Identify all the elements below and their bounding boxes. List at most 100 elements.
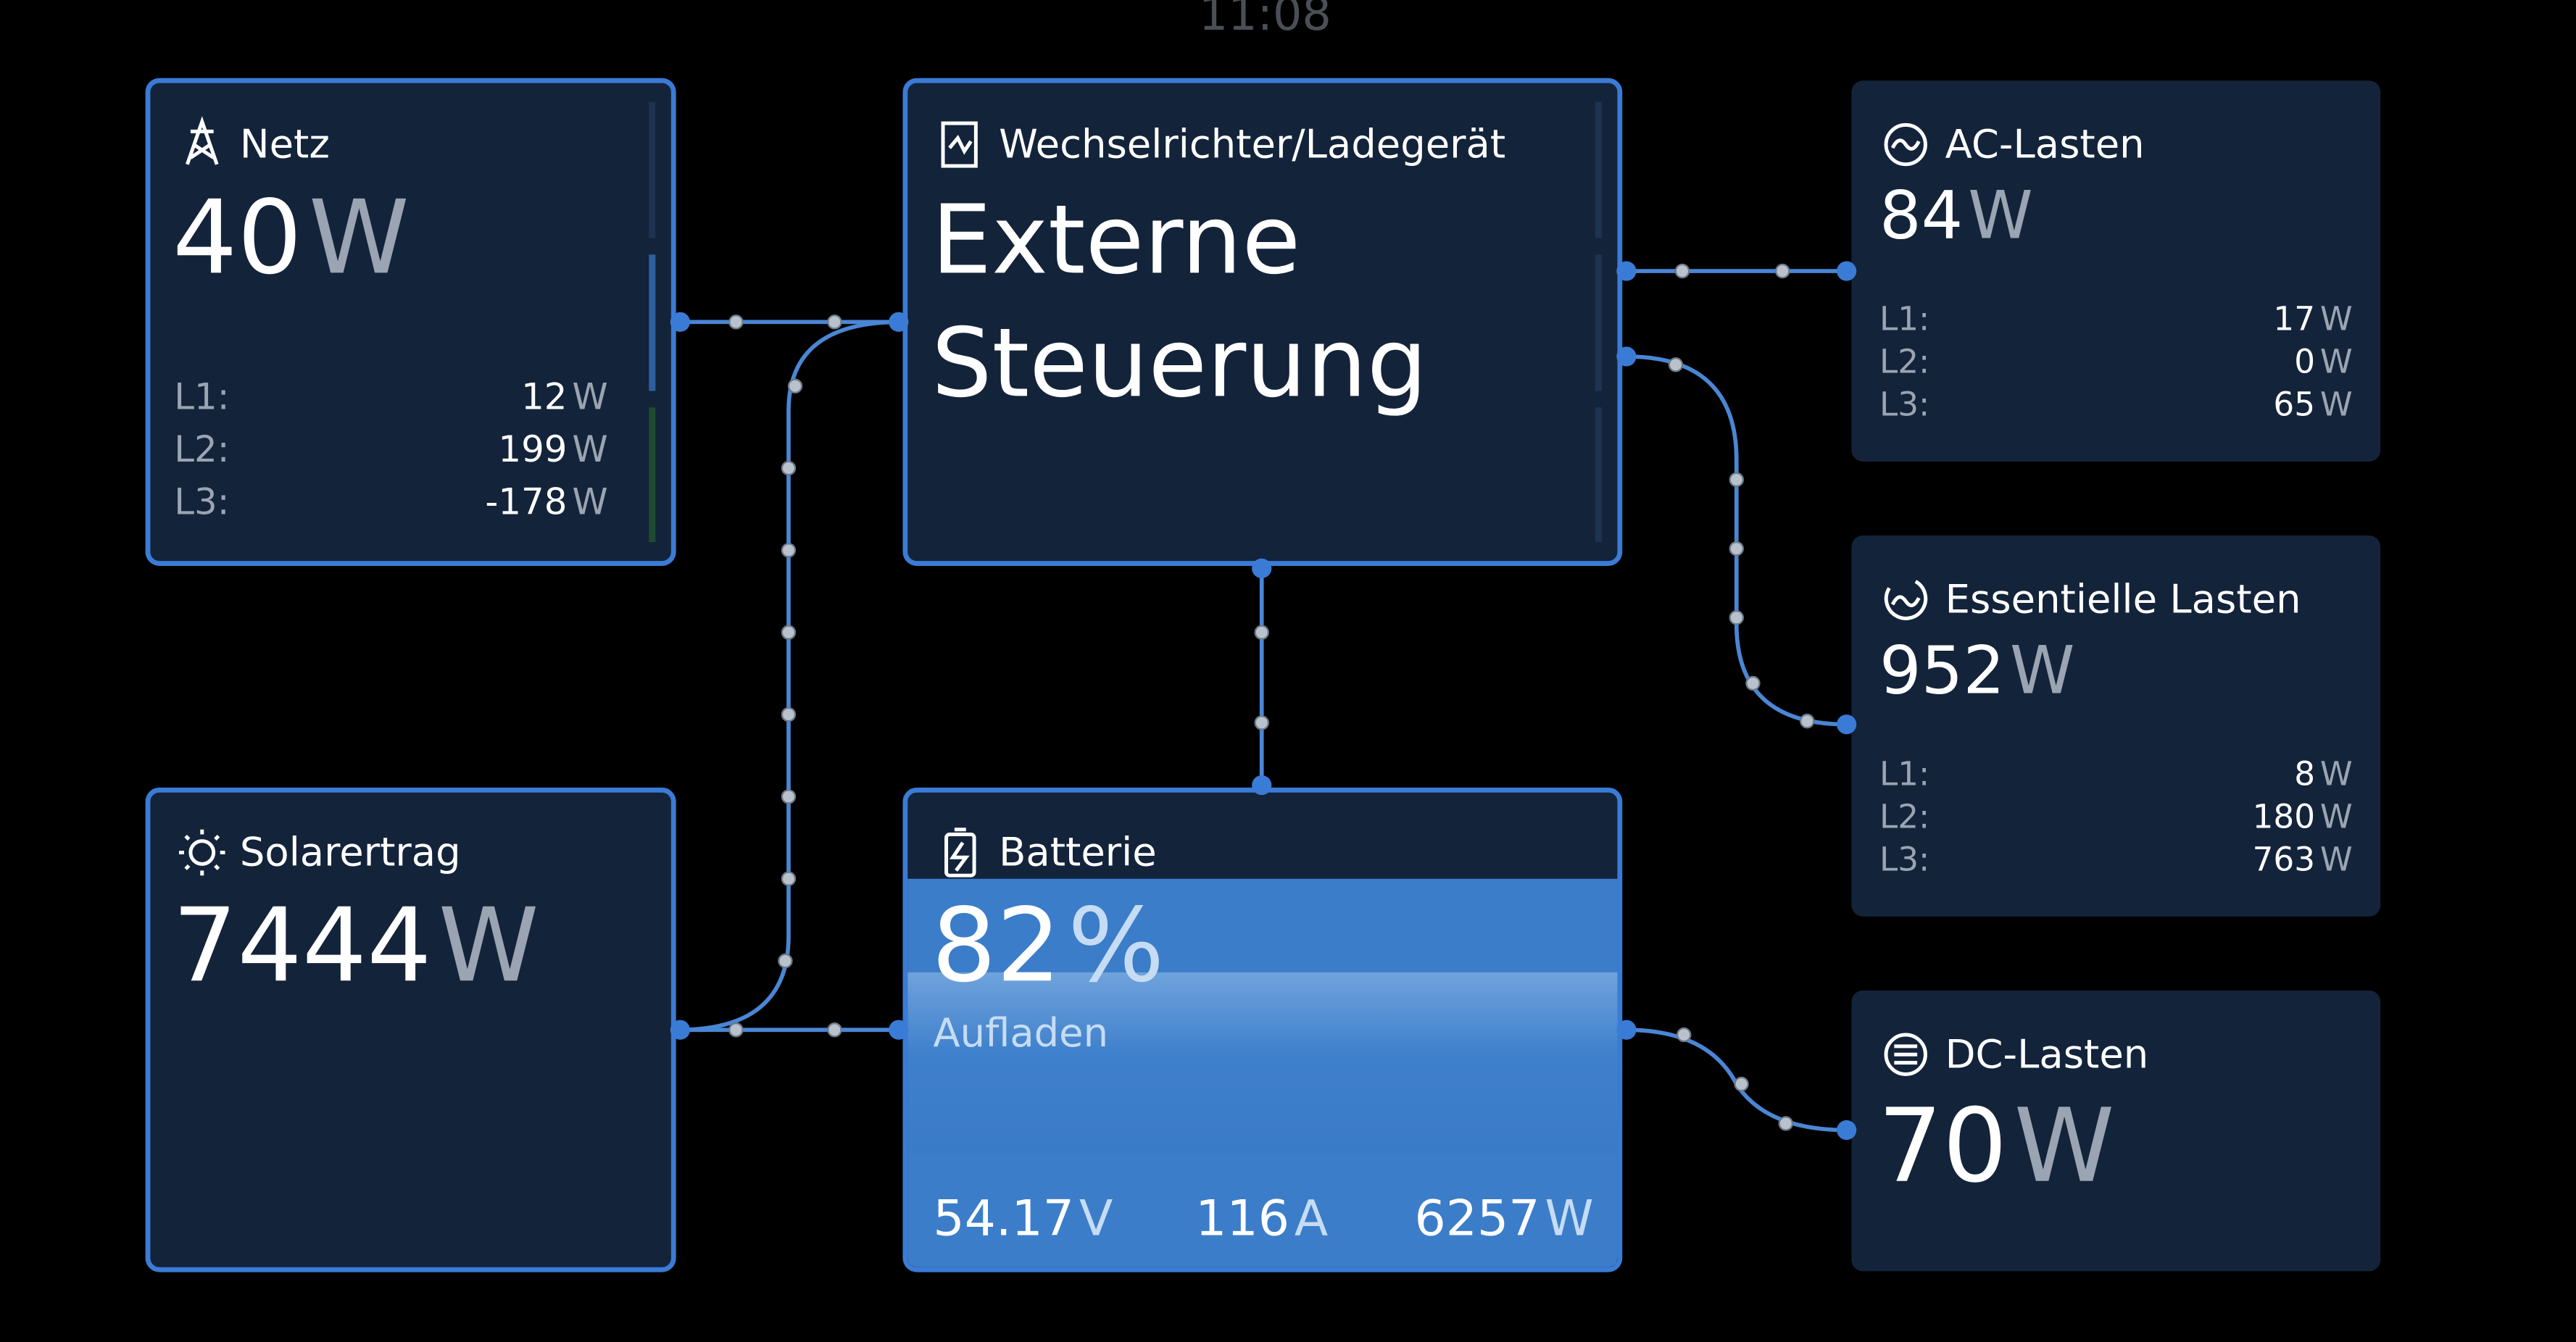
phase-label: L3: <box>174 481 229 523</box>
flow-dot <box>1254 715 1269 730</box>
inverter-icon-wave <box>948 134 973 155</box>
flow-dot <box>1729 472 1744 488</box>
tile-title: Solarertrag <box>240 830 461 875</box>
solar-icon-rays <box>179 829 225 876</box>
tile-frame <box>1851 535 2381 917</box>
flow-dots <box>728 263 1815 1131</box>
connector <box>670 312 690 332</box>
value: 8 <box>2294 755 2315 793</box>
battery-icon-bolt <box>949 828 970 872</box>
value: 17 <box>2273 300 2315 338</box>
phase-label: L2: <box>1879 797 1929 835</box>
battery-voltage: 54.17 V <box>933 1191 1113 1248</box>
tile-title: Netz <box>240 122 330 167</box>
dc-icon <box>1884 1033 1927 1076</box>
value: -178 <box>485 481 567 523</box>
grid-tile[interactable]: Netz 40 W L1: L2: L3: 12 W 199 W -178 W <box>145 78 676 566</box>
value: 180 <box>2253 797 2316 835</box>
connector <box>1252 775 1272 796</box>
flow-dot <box>827 1022 842 1038</box>
battery-level <box>907 972 1618 1154</box>
inverter-state: Steuerung <box>931 308 1427 419</box>
flow-dot <box>1775 263 1790 279</box>
essential-icon <box>1884 580 1928 620</box>
connectors <box>670 261 1857 1141</box>
phase-value: 12 W <box>521 375 608 417</box>
flow-dot <box>781 707 797 722</box>
phase-label: L1: <box>174 375 229 417</box>
flows <box>678 263 1847 1133</box>
unit: % <box>1068 887 1165 1005</box>
clock: 11:08 <box>1199 0 1331 41</box>
flow-dot <box>1734 1076 1749 1092</box>
grid-icon <box>186 116 219 165</box>
dc-icon-lines <box>1894 1044 1918 1065</box>
unit: W <box>2320 300 2353 338</box>
phase-value: 180 W <box>2253 797 2353 835</box>
inverter-tile[interactable]: Wechselrichter/Ladegerät Externe Steueru… <box>902 78 1623 566</box>
connector <box>1837 1120 1857 1141</box>
connector <box>1252 558 1272 578</box>
phase-label: L2: <box>174 428 229 470</box>
phase-label: L3: <box>1879 385 1929 424</box>
tile-title: Wechselrichter/Ladegerät <box>999 122 1505 167</box>
inverter-state: Externe <box>931 185 1300 296</box>
tile-value: 84 W <box>1879 178 2033 254</box>
battery-power: 6257 W <box>1415 1191 1594 1248</box>
essential-icon-wave <box>1890 595 1921 607</box>
value: 12 <box>521 375 567 417</box>
phase-value: 65 W <box>2273 385 2352 424</box>
flow-dot <box>781 871 797 886</box>
inverter-icon <box>941 121 978 168</box>
tile-value: 40 W <box>173 179 410 297</box>
flow-dot <box>1677 1027 1692 1043</box>
flow-dot <box>1729 610 1744 625</box>
tile-title: DC-Lasten <box>1945 1031 2149 1077</box>
flow-dot <box>787 378 803 393</box>
tile-value: 70 W <box>1878 1088 2115 1206</box>
dc-loads-tile[interactable]: DC-Lasten 70 W <box>1851 990 2381 1272</box>
flow-dot <box>1729 541 1744 557</box>
flow-dot <box>1254 625 1269 640</box>
value: 6257 <box>1415 1191 1540 1248</box>
flow-solar-inverter <box>678 320 901 1033</box>
phase-value: -178 W <box>485 481 607 523</box>
value: 70 <box>1878 1088 2008 1206</box>
flow-dot <box>778 953 793 969</box>
unit: W <box>572 375 607 417</box>
value: 7444 <box>173 887 432 1005</box>
unit: W <box>2014 1088 2115 1206</box>
tile-value: 7444 W <box>173 887 539 1005</box>
unit: W <box>2320 840 2353 878</box>
unit: W <box>309 179 410 297</box>
unit: W <box>2320 343 2353 381</box>
tile-value: 952 W <box>1879 633 2074 709</box>
value: 199 <box>498 428 567 470</box>
flow-dot <box>1778 1116 1793 1131</box>
tile-title: AC-Lasten <box>1945 122 2145 167</box>
unit: A <box>1295 1191 1329 1248</box>
unit: W <box>1968 178 2033 254</box>
phase-label: L3: <box>1879 840 1929 878</box>
tile-frame <box>1851 80 2381 462</box>
value: 763 <box>2253 840 2316 878</box>
battery-soc: 82% <box>931 887 1164 1005</box>
flow-dot <box>1668 357 1684 372</box>
connector <box>1837 261 1857 281</box>
value: 116 <box>1195 1191 1289 1248</box>
unit: W <box>439 887 539 1005</box>
flow-dot <box>728 314 744 330</box>
phase-label: L1: <box>1879 755 1929 793</box>
unit: V <box>1079 1191 1113 1248</box>
unit: W <box>2320 797 2353 835</box>
battery-tile[interactable]: Batterie 82% Aufladen 54.17 V 116 A 6257 W <box>902 787 1623 1272</box>
solar-tile[interactable]: Solarertrag 7444 W <box>145 787 676 1272</box>
connector <box>889 1020 909 1040</box>
value: 952 <box>1879 633 2005 709</box>
unit: W <box>2010 633 2075 709</box>
flow-dot <box>781 460 797 476</box>
